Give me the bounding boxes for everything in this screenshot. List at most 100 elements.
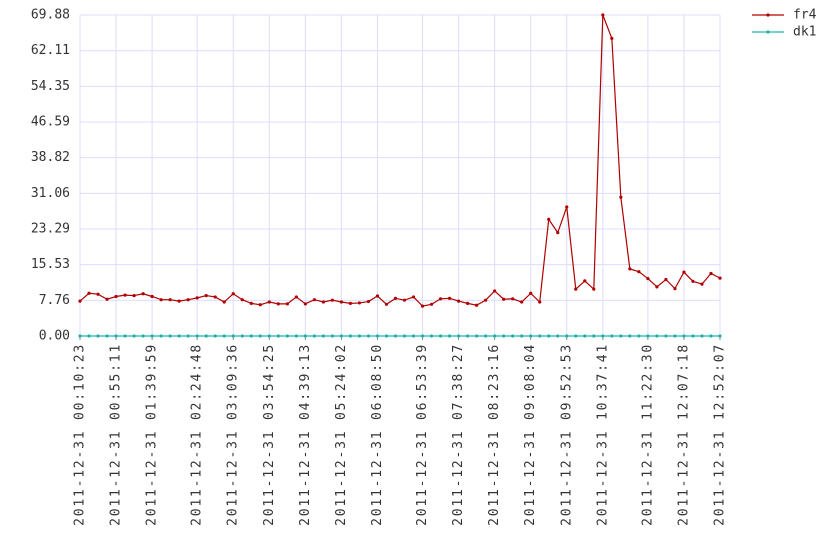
data-point <box>384 302 389 306</box>
data-point <box>655 334 659 338</box>
data-point <box>294 295 298 299</box>
data-point <box>520 334 524 338</box>
data-point <box>709 334 713 338</box>
data-point <box>384 334 389 338</box>
data-point <box>420 304 425 308</box>
data-point <box>357 334 362 338</box>
data-point <box>475 334 479 338</box>
data-point <box>186 334 190 338</box>
x-tick-label: 2011-12-31 01:39:59 <box>145 343 160 526</box>
legend-label: fr4 <box>793 8 817 23</box>
data-point <box>222 300 226 304</box>
legend-marker <box>766 13 770 17</box>
data-point <box>592 287 596 291</box>
x-tick-label: 2011-12-31 00:55:11 <box>109 343 124 526</box>
data-point <box>547 217 551 221</box>
data-point <box>646 276 650 281</box>
data-point <box>114 334 118 338</box>
data-point <box>502 334 506 338</box>
data-point <box>150 334 154 338</box>
data-point <box>691 334 695 338</box>
data-point <box>502 297 506 301</box>
data-point <box>547 334 551 338</box>
data-point <box>330 298 334 302</box>
x-tick-label: 2011-12-31 03:09:36 <box>226 343 241 526</box>
data-point <box>96 334 100 338</box>
y-tick-label: 38.82 <box>31 150 70 165</box>
data-point <box>366 299 371 304</box>
data-point <box>718 334 722 338</box>
data-point <box>105 297 109 301</box>
data-point <box>141 292 145 296</box>
data-point <box>556 334 560 338</box>
y-tick-label: 62.11 <box>31 43 70 58</box>
data-point <box>601 13 605 17</box>
x-tick-label: 2011-12-31 02:24:48 <box>190 343 205 526</box>
x-tick-label: 2011-12-31 04:39:13 <box>298 343 313 526</box>
data-point <box>312 298 316 302</box>
series-line <box>79 14 721 307</box>
data-point <box>168 334 172 338</box>
data-point <box>637 270 641 274</box>
data-point <box>456 299 461 303</box>
data-point <box>303 302 307 306</box>
data-point <box>105 334 109 338</box>
data-point <box>628 267 632 271</box>
data-point <box>511 297 515 301</box>
data-point <box>231 292 235 296</box>
y-tick-label: 69.88 <box>31 8 70 23</box>
data-point <box>258 334 262 338</box>
data-point <box>538 300 542 304</box>
data-point <box>447 334 452 338</box>
data-point <box>123 334 127 338</box>
data-point <box>303 334 307 338</box>
data-point <box>375 294 380 298</box>
data-point <box>132 334 136 338</box>
data-point <box>204 293 208 298</box>
y-tick-label: 7.76 <box>39 293 70 308</box>
data-point <box>655 285 659 289</box>
data-point <box>402 298 407 302</box>
data-point <box>132 293 136 298</box>
data-point <box>258 303 262 307</box>
data-point <box>114 294 118 299</box>
data-point <box>475 303 479 307</box>
data-point <box>402 334 407 338</box>
data-point <box>709 271 713 276</box>
y-tick-label: 23.29 <box>31 222 70 237</box>
data-point <box>718 276 722 280</box>
data-point <box>294 334 298 338</box>
data-point <box>276 302 280 306</box>
data-point <box>285 302 289 306</box>
data-point <box>628 334 632 338</box>
data-point <box>583 334 587 338</box>
data-point <box>493 289 497 293</box>
data-point <box>159 334 163 338</box>
x-tick-label: 2011-12-31 09:52:53 <box>559 343 574 526</box>
data-point <box>168 298 172 302</box>
data-point <box>538 334 542 338</box>
data-point <box>159 298 163 302</box>
x-tick-label: 2011-12-31 12:07:18 <box>676 343 691 526</box>
data-point <box>592 334 596 338</box>
data-point <box>673 287 677 291</box>
x-tick-label: 2011-12-31 03:54:25 <box>262 343 277 526</box>
data-point <box>249 301 253 305</box>
data-point <box>700 282 704 286</box>
data-point <box>96 292 100 296</box>
data-point <box>511 334 515 338</box>
legend-marker <box>766 30 770 34</box>
data-point <box>150 294 154 299</box>
x-tick-label: 2011-12-31 05:24:02 <box>334 343 349 526</box>
data-point <box>493 334 497 338</box>
data-point <box>186 298 190 302</box>
data-point <box>484 298 488 302</box>
data-point <box>348 334 353 338</box>
data-point <box>141 334 145 338</box>
x-tick-label: 2011-12-31 06:08:50 <box>370 343 385 526</box>
data-point <box>565 205 569 209</box>
data-point <box>691 279 695 283</box>
data-point <box>529 291 533 295</box>
data-point <box>177 334 181 338</box>
